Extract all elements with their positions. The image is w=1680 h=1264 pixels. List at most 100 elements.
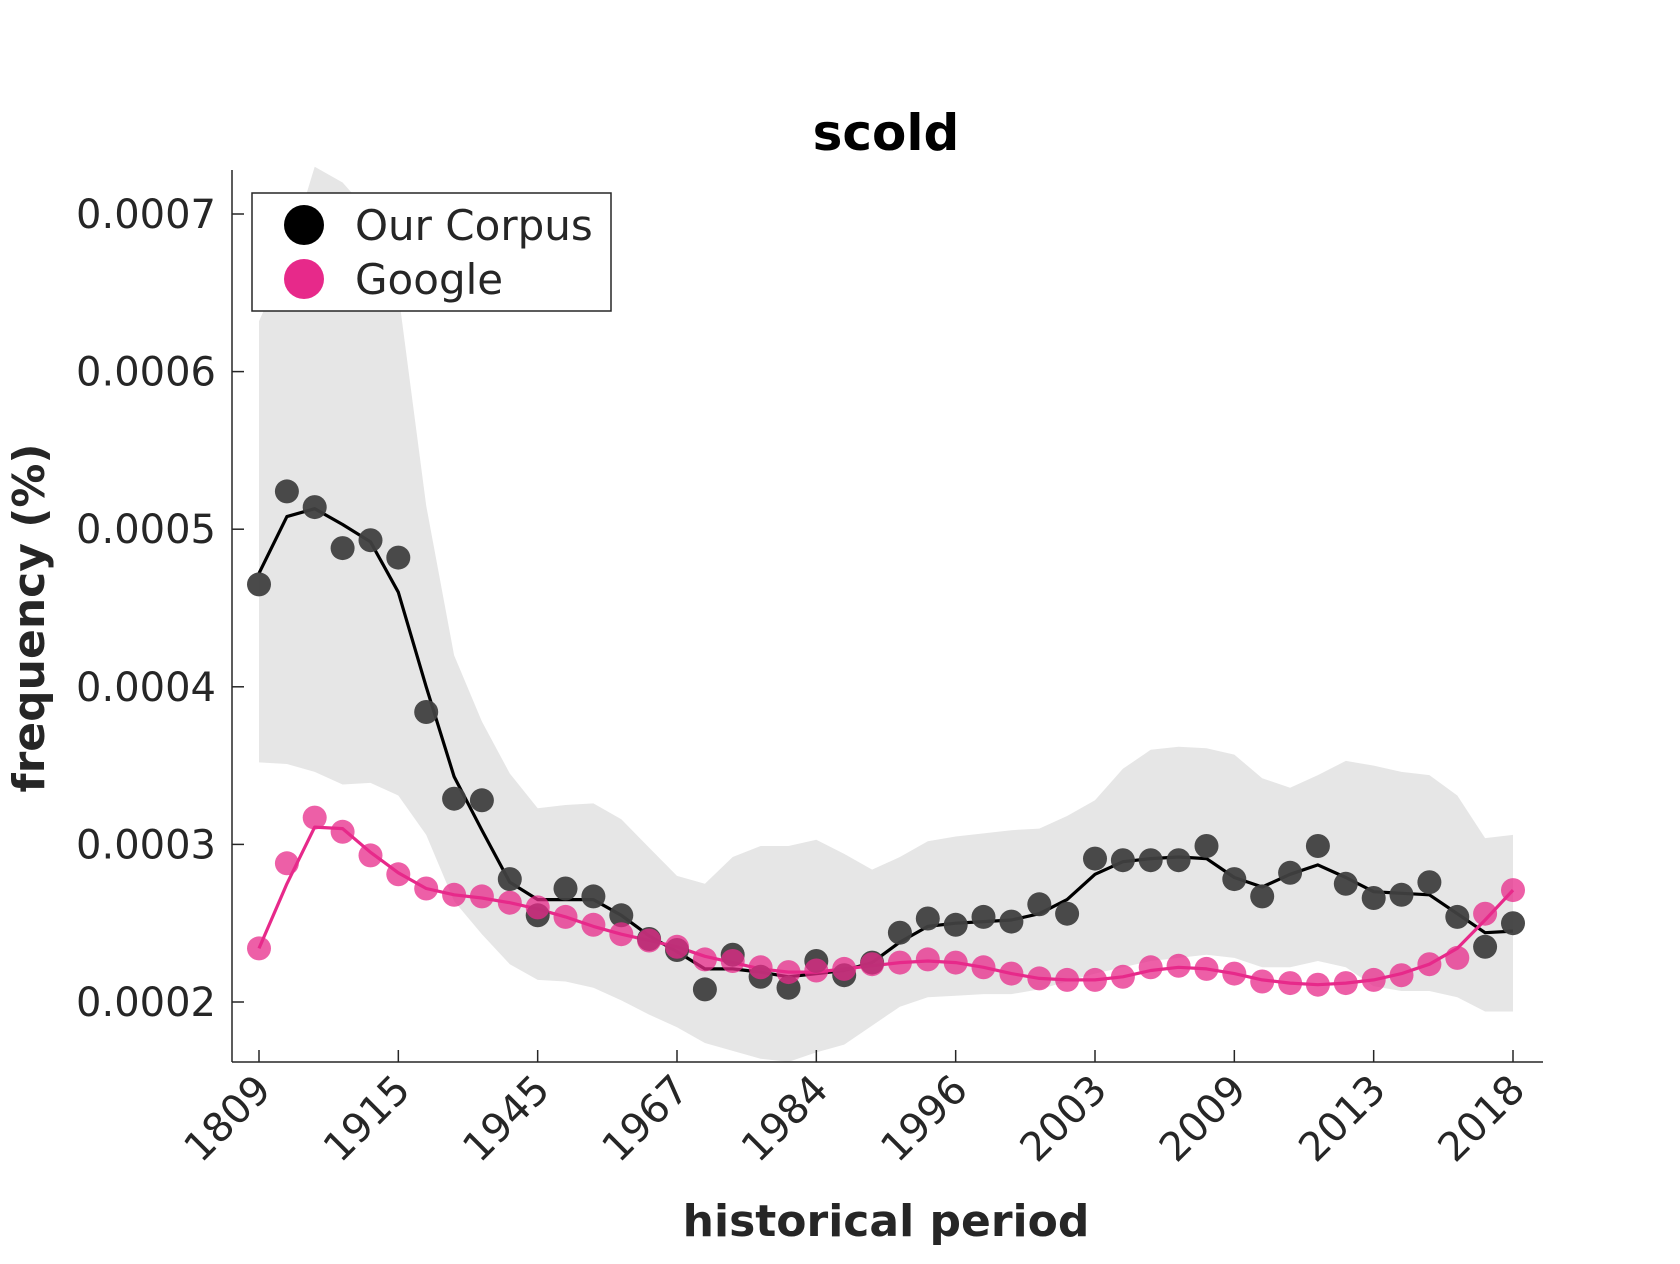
y-tick-label: 0.0003 xyxy=(76,822,216,868)
data-point-our-corpus xyxy=(1501,911,1525,936)
data-point-our-corpus xyxy=(358,528,383,553)
data-point-google xyxy=(469,884,494,909)
data-point-google xyxy=(1473,901,1498,926)
data-point-google xyxy=(1138,955,1163,980)
data-point-google xyxy=(553,904,578,929)
data-point-our-corpus xyxy=(386,545,411,570)
series-line-google xyxy=(257,825,1515,987)
data-point-our-corpus xyxy=(1278,860,1303,885)
data-point-our-corpus xyxy=(609,903,634,928)
data-point-google xyxy=(776,960,801,985)
x-axis-label: historical period xyxy=(683,1196,1090,1247)
data-point-google xyxy=(442,882,467,907)
data-point-our-corpus xyxy=(915,906,940,931)
data-point-google xyxy=(414,876,439,901)
data-point-google xyxy=(637,928,662,953)
data-point-google xyxy=(665,934,689,959)
legend-marker-google xyxy=(284,259,324,299)
data-point-google xyxy=(1417,952,1442,977)
data-point-google xyxy=(971,955,996,980)
data-point-our-corpus xyxy=(1250,884,1275,909)
data-point-our-corpus xyxy=(1027,892,1052,917)
data-point-layer xyxy=(247,479,1525,1002)
data-point-google xyxy=(609,922,634,947)
data-point-our-corpus xyxy=(1083,846,1107,871)
data-point-google xyxy=(887,950,912,975)
data-point-google xyxy=(1389,963,1414,988)
data-point-google xyxy=(1110,964,1135,989)
data-point-google xyxy=(999,961,1024,986)
data-point-our-corpus xyxy=(999,909,1024,934)
y-tick-label: 0.0007 xyxy=(76,192,216,238)
data-point-our-corpus xyxy=(971,904,996,929)
data-point-our-corpus xyxy=(1305,834,1330,858)
data-point-google xyxy=(581,912,606,937)
data-point-our-corpus xyxy=(887,920,912,945)
data-point-our-corpus xyxy=(1361,886,1386,910)
data-point-our-corpus xyxy=(274,479,299,504)
data-point-google xyxy=(1250,969,1275,994)
data-point-google xyxy=(832,956,857,981)
data-point-our-corpus xyxy=(330,536,355,561)
data-point-google xyxy=(692,947,717,972)
data-point-google xyxy=(1083,967,1107,992)
data-point-google xyxy=(748,955,773,980)
legend-label-google: Google xyxy=(355,255,503,304)
y-tick-label: 0.0002 xyxy=(76,980,216,1026)
data-point-google xyxy=(1445,945,1470,970)
data-point-google xyxy=(804,958,829,983)
data-point-our-corpus xyxy=(1333,871,1358,896)
data-point-our-corpus xyxy=(553,876,578,901)
data-point-our-corpus xyxy=(442,786,467,811)
data-point-google xyxy=(525,895,550,920)
data-point-google xyxy=(330,819,355,844)
data-point-google xyxy=(358,843,383,868)
data-point-our-corpus xyxy=(1417,870,1442,895)
chart-title: scold xyxy=(813,104,960,162)
data-point-our-corpus xyxy=(943,912,968,937)
data-point-our-corpus xyxy=(302,495,327,520)
data-point-google xyxy=(1055,967,1080,992)
data-point-google xyxy=(1166,953,1191,978)
data-point-google xyxy=(274,851,299,876)
data-point-our-corpus xyxy=(1166,848,1191,873)
data-point-our-corpus xyxy=(414,700,439,724)
y-tick-label: 0.0005 xyxy=(76,507,216,553)
data-point-our-corpus xyxy=(1110,848,1135,873)
y-tick-label: 0.0004 xyxy=(76,665,216,711)
data-point-google xyxy=(1194,956,1219,981)
data-point-our-corpus xyxy=(1222,867,1247,892)
data-point-our-corpus xyxy=(469,788,494,813)
legend-label-our-corpus: Our Corpus xyxy=(355,201,593,250)
data-point-google xyxy=(720,949,745,973)
data-point-our-corpus xyxy=(1445,904,1470,929)
data-point-google xyxy=(1278,971,1303,996)
data-point-google xyxy=(497,890,522,915)
data-point-our-corpus xyxy=(1138,848,1163,873)
data-point-our-corpus xyxy=(497,867,522,892)
legend: Our Corpus Google xyxy=(251,192,612,312)
data-point-google xyxy=(1501,878,1525,903)
y-tick-label: 0.0006 xyxy=(76,350,216,396)
y-axis-label: frequency (%) xyxy=(4,443,55,792)
data-point-google xyxy=(386,862,411,887)
data-point-our-corpus xyxy=(1055,901,1080,926)
legend-marker-our-corpus xyxy=(284,205,324,245)
data-point-our-corpus xyxy=(1473,934,1498,959)
data-point-google xyxy=(943,950,968,975)
data-point-google xyxy=(247,936,271,961)
data-point-our-corpus xyxy=(581,884,606,909)
series-line-layer xyxy=(257,507,1515,987)
data-point-google xyxy=(1222,961,1247,986)
data-point-our-corpus xyxy=(247,572,271,597)
series-line-our-corpus xyxy=(257,507,1514,979)
data-point-google xyxy=(860,952,885,977)
data-point-our-corpus xyxy=(1194,834,1219,858)
data-point-google xyxy=(302,805,327,830)
data-point-google xyxy=(1305,972,1330,997)
data-point-google xyxy=(1027,966,1052,991)
data-point-google xyxy=(915,947,940,972)
data-point-google xyxy=(1333,971,1358,996)
